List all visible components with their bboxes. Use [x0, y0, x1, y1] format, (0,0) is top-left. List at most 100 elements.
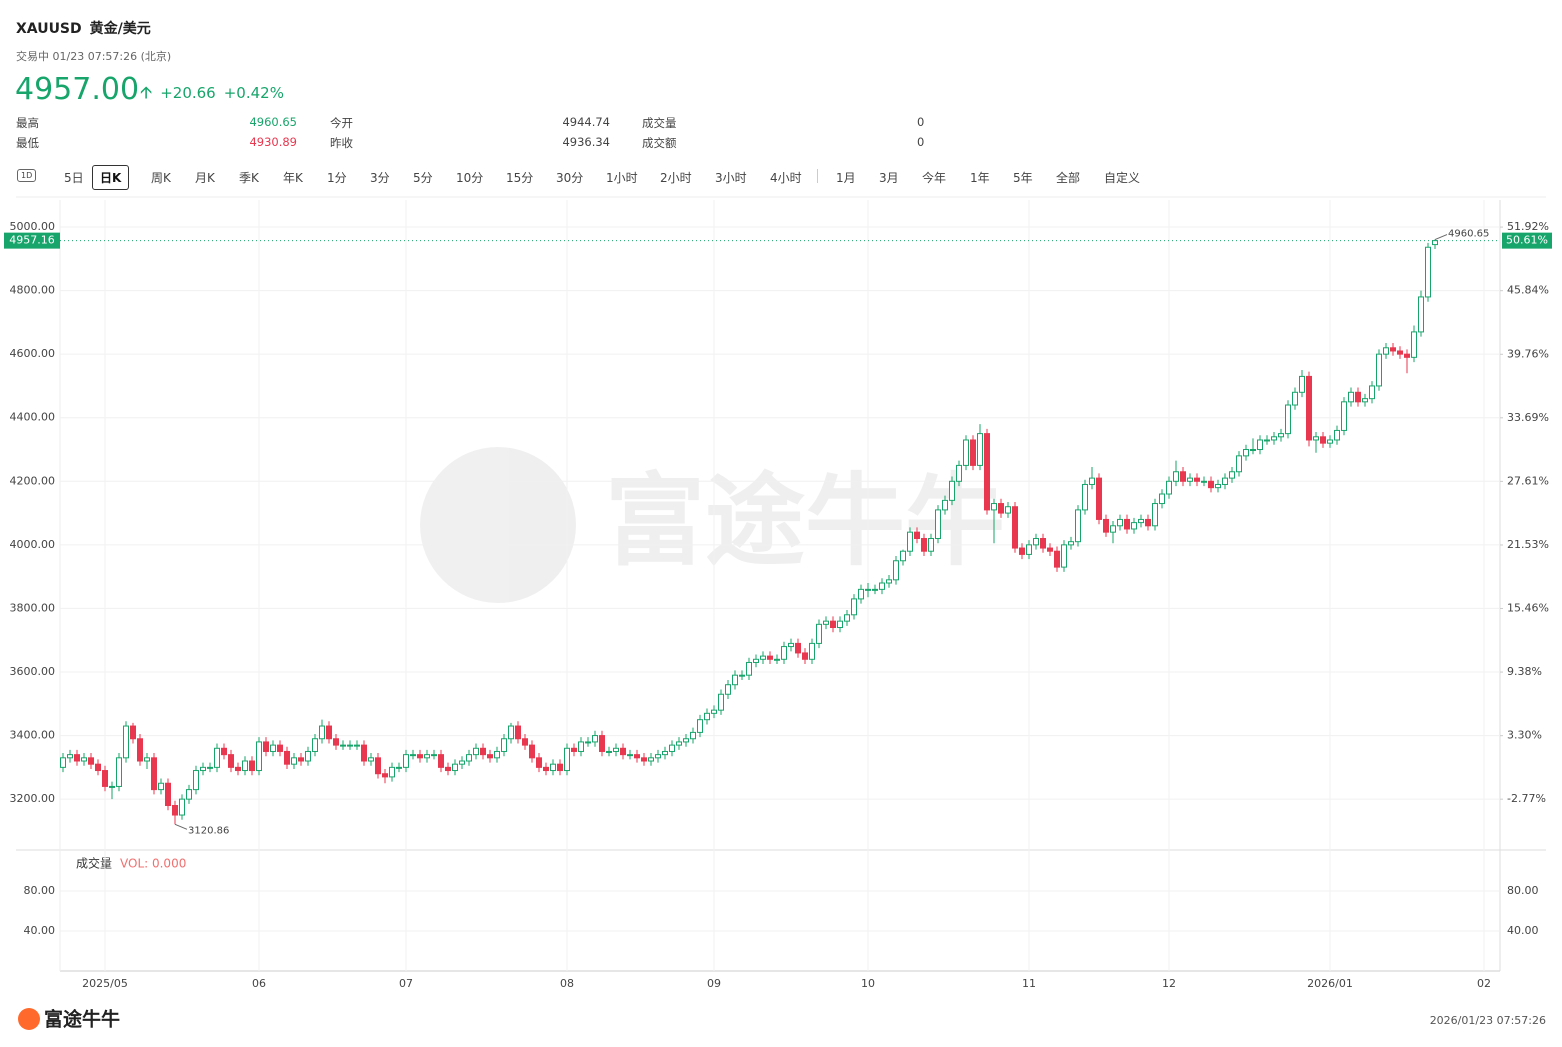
candle-body: [760, 655, 766, 660]
stat-value: 0: [917, 115, 925, 129]
candle-body: [130, 725, 136, 740]
candle-body: [459, 760, 465, 765]
candle-body: [1005, 506, 1011, 514]
candle-body: [403, 754, 409, 768]
period-tab[interactable]: 日K: [92, 165, 130, 190]
candle-body: [473, 747, 479, 756]
candle-body: [123, 725, 129, 759]
period-tab[interactable]: 周K: [151, 171, 171, 185]
candle-body: [1152, 503, 1158, 527]
period-tab[interactable]: 15分: [506, 171, 534, 185]
period-tab[interactable]: 5日: [64, 171, 84, 185]
candle-body: [1313, 436, 1319, 441]
period-tab[interactable]: 30分: [556, 171, 584, 185]
period-tab[interactable]: 年K: [283, 171, 303, 185]
candle-body: [60, 757, 66, 768]
change-value: +20.66: [160, 84, 216, 102]
candle-body: [830, 620, 836, 629]
candle-body: [1334, 429, 1340, 441]
candle-body: [1194, 477, 1200, 482]
price-tag: [4, 232, 60, 249]
change-percent: +0.42%: [223, 84, 284, 102]
period-tab[interactable]: 季K: [239, 171, 259, 185]
candle-body: [613, 747, 619, 752]
candle-body: [606, 750, 612, 753]
candle-body: [354, 744, 360, 747]
candle-body: [907, 531, 913, 552]
candle-body: [746, 661, 752, 676]
candle-body: [690, 731, 696, 740]
period-tab[interactable]: 3小时: [715, 171, 747, 185]
candle-body: [487, 754, 493, 759]
volume-tick-label: 40.00: [1507, 924, 1539, 937]
stat-label: 今开: [330, 116, 353, 130]
candle-body: [753, 658, 759, 663]
pct-tag: [1502, 232, 1552, 249]
x-tick-label: 10: [861, 977, 875, 990]
candle-body: [81, 757, 87, 762]
range-tab[interactable]: 3月: [879, 171, 899, 185]
candle-body: [767, 655, 773, 660]
price-tag-label: 4957.16: [9, 234, 55, 247]
candle-body: [928, 538, 934, 552]
candle-body: [515, 725, 521, 740]
candle-body: [655, 754, 661, 759]
candle-body: [186, 789, 192, 800]
candle-body: [242, 760, 248, 772]
candle-body: [739, 674, 745, 677]
stat-label: 成交量: [642, 116, 677, 130]
candle-body: [634, 754, 640, 759]
candle-body: [137, 738, 143, 762]
candle-body: [683, 738, 689, 743]
candle-body: [221, 747, 227, 756]
timestamp: 2026/01/23 07:57:26: [1430, 1014, 1546, 1027]
brand-logo: [18, 1008, 40, 1030]
candle-body: [1033, 538, 1039, 546]
grid: [60, 200, 1500, 971]
range-tab[interactable]: 1年: [970, 171, 990, 185]
candle-body: [445, 766, 451, 772]
candle-body: [165, 782, 171, 807]
y-tick-label: 3400.00: [10, 729, 56, 742]
candle-body: [914, 531, 920, 540]
range-tab[interactable]: 全部: [1056, 171, 1081, 185]
period-tab[interactable]: 5分: [413, 171, 433, 185]
min-leader: [174, 823, 188, 830]
period-tab[interactable]: 1分: [327, 171, 347, 185]
period-tab[interactable]: 2小时: [660, 171, 692, 185]
candle-body: [1222, 477, 1228, 485]
candle-body: [1082, 483, 1088, 511]
candle-body: [592, 735, 598, 743]
period-tab[interactable]: 1D: [17, 169, 37, 182]
candle-body: [522, 738, 528, 746]
period-tab[interactable]: 月K: [195, 171, 215, 185]
candle-body: [1159, 493, 1165, 505]
candle-body: [1383, 347, 1389, 355]
candle-body: [1369, 385, 1375, 400]
range-tab[interactable]: 1月: [836, 171, 856, 185]
candle-body: [1257, 439, 1263, 451]
y2-tick-label: 27.61%: [1507, 474, 1549, 487]
candle-body: [1418, 296, 1424, 333]
brand: 富途牛牛: [44, 1008, 120, 1031]
period-tab[interactable]: 1小时: [606, 171, 638, 185]
candle-body: [368, 757, 374, 762]
candle-body: [235, 766, 241, 772]
volume-tick-label: 40.00: [24, 924, 56, 937]
period-tab[interactable]: 10分: [456, 171, 484, 185]
candle-body: [263, 741, 269, 752]
candle-body: [676, 741, 682, 746]
stat-label: 昨收: [330, 136, 353, 150]
candle-body: [1166, 480, 1172, 495]
candle-body: [1040, 538, 1046, 549]
candle-body: [382, 773, 388, 778]
range-tab[interactable]: 自定义: [1104, 171, 1141, 185]
period-tab[interactable]: 3分: [370, 171, 390, 185]
candle-body: [340, 744, 346, 747]
x-tick-label: 2025/05: [82, 977, 128, 990]
up-arrow: 🡩: [140, 83, 153, 103]
candle-body: [1285, 404, 1291, 435]
range-tab[interactable]: 今年: [922, 171, 947, 185]
range-tab[interactable]: 5年: [1013, 171, 1033, 185]
period-tab[interactable]: 4小时: [770, 171, 802, 185]
